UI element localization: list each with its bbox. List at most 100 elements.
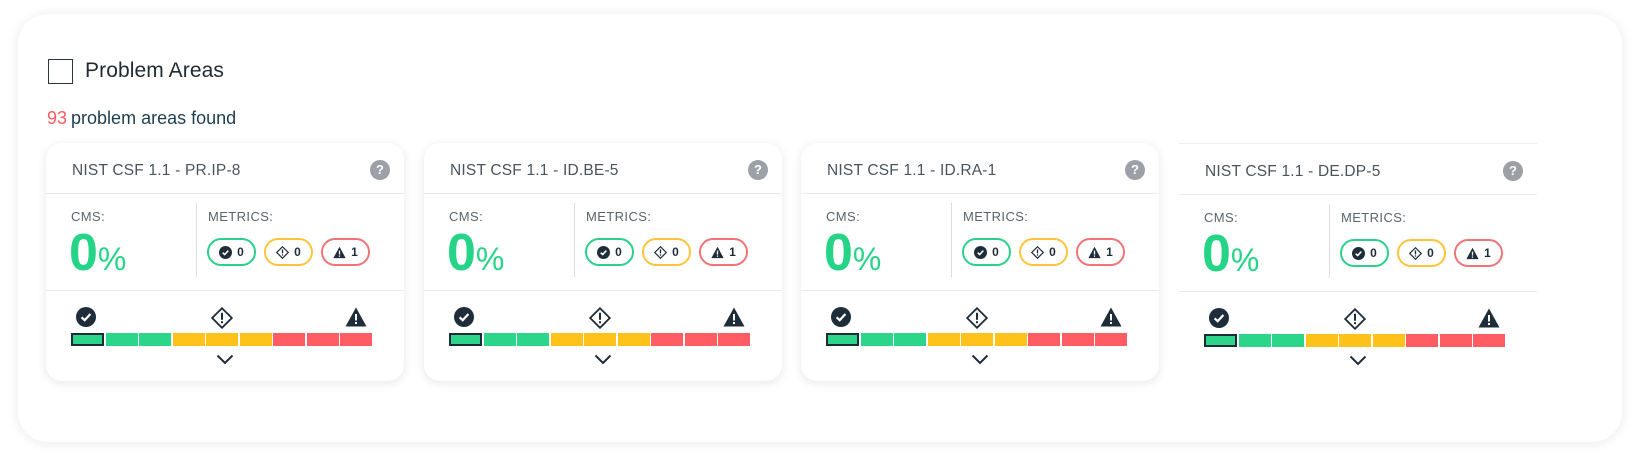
- metric-critical-pill[interactable]: 1: [699, 238, 748, 266]
- panel-title: Problem Areas: [85, 59, 225, 82]
- question-icon[interactable]: ?: [1503, 161, 1523, 181]
- diamond-exclamation-icon: [1031, 245, 1045, 259]
- check-circle-icon: [1209, 308, 1229, 328]
- divider: [1329, 204, 1330, 278]
- metric-ok-pill[interactable]: 0: [585, 238, 634, 266]
- score-segment: [718, 333, 750, 346]
- cms-label: CMS:: [71, 209, 106, 224]
- metric-critical-pill[interactable]: 1: [1076, 238, 1125, 266]
- score-segment: [1305, 334, 1338, 347]
- triangle-warning-icon: [1466, 247, 1479, 259]
- chevron-down-icon[interactable]: [216, 354, 234, 365]
- metric-critical-value: 1: [1106, 245, 1113, 259]
- check-circle-icon: [454, 307, 474, 327]
- cms-value: 0%: [824, 223, 881, 283]
- diamond-exclamation-icon: [1344, 308, 1366, 330]
- metrics-label: METRICS:: [586, 209, 652, 224]
- question-icon[interactable]: ?: [370, 160, 390, 180]
- score-bar: [1204, 334, 1507, 347]
- card-header: NIST CSF 1.1 - ID.RA-1 ?: [801, 143, 1159, 194]
- problem-count: 93: [47, 108, 68, 128]
- score-segment: [1339, 334, 1371, 347]
- card-title: NIST CSF 1.1 - DE.DP-5: [1205, 163, 1381, 180]
- metric-critical-pill[interactable]: 1: [1454, 239, 1503, 267]
- card-separator: [424, 290, 782, 291]
- diamond-exclamation-icon: [589, 307, 611, 329]
- score-segment: [273, 333, 305, 346]
- problem-count-summary: 93 problem areas found: [47, 108, 236, 129]
- score-segment: [1204, 334, 1237, 347]
- problem-card-3[interactable]: NIST CSF 1.1 - ID.RA-1 ? CMS: METRICS: 0…: [801, 143, 1159, 381]
- metric-warn-value: 0: [1427, 246, 1434, 260]
- cms-number: 0: [447, 224, 476, 282]
- diamond-exclamation-icon: [211, 307, 233, 329]
- card-separator: [46, 290, 404, 291]
- card-separator: [1179, 291, 1537, 292]
- score-segment: [306, 333, 339, 346]
- cms-percent: %: [97, 241, 127, 277]
- metric-warn-pill[interactable]: 0: [642, 238, 691, 266]
- metric-warn-value: 0: [294, 245, 301, 259]
- score-segment: [1272, 334, 1304, 347]
- metric-ok-pill[interactable]: 0: [962, 238, 1011, 266]
- score-segment: [105, 333, 138, 346]
- metrics-pills: 0 0 1: [1340, 239, 1511, 267]
- metric-ok-pill[interactable]: 0: [1340, 239, 1389, 267]
- triangle-warning-icon: [1478, 308, 1500, 328]
- triangle-warning-icon: [1100, 307, 1122, 327]
- problem-card-4[interactable]: NIST CSF 1.1 - DE.DP-5 ? CMS: METRICS: 0…: [1179, 143, 1537, 381]
- score-segment: [860, 333, 893, 346]
- metrics-pills: 0 0 1: [207, 238, 378, 266]
- metric-warn-pill[interactable]: 0: [264, 238, 313, 266]
- score-segment: [617, 333, 650, 346]
- metric-warn-pill[interactable]: 0: [1019, 238, 1068, 266]
- score-segment: [517, 333, 549, 346]
- card-header: NIST CSF 1.1 - DE.DP-5 ?: [1179, 144, 1537, 195]
- divider: [574, 203, 575, 277]
- cms-number: 0: [69, 224, 98, 282]
- cms-label: CMS:: [826, 209, 861, 224]
- card-header: NIST CSF 1.1 - ID.BE-5 ?: [424, 143, 782, 194]
- chevron-down-icon[interactable]: [594, 354, 612, 365]
- score-segment: [1028, 333, 1060, 346]
- score-segment: [550, 333, 583, 346]
- diamond-exclamation-icon: [276, 245, 290, 259]
- chevron-down-icon[interactable]: [971, 354, 989, 365]
- triangle-warning-icon: [333, 246, 346, 258]
- metric-ok-value: 0: [237, 245, 244, 259]
- select-all-checkbox[interactable]: [48, 58, 73, 84]
- metric-warn-pill[interactable]: 0: [1397, 239, 1446, 267]
- metric-warn-value: 0: [1049, 245, 1056, 259]
- problem-card-1[interactable]: NIST CSF 1.1 - PR.IP-8 ? CMS: METRICS: 0…: [46, 143, 404, 381]
- diamond-exclamation-icon: [1409, 246, 1423, 260]
- triangle-warning-icon: [711, 246, 724, 258]
- cms-percent: %: [1230, 242, 1260, 278]
- score-segment: [584, 333, 616, 346]
- triangle-warning-icon: [345, 307, 367, 327]
- metric-critical-value: 1: [729, 245, 736, 259]
- diamond-exclamation-icon: [654, 245, 668, 259]
- score-segment: [172, 333, 205, 346]
- problem-summary-text: problem areas found: [71, 108, 237, 128]
- card-separator: [801, 290, 1159, 291]
- cms-number: 0: [1202, 225, 1231, 283]
- metric-ok-value: 0: [615, 245, 622, 259]
- card-title: NIST CSF 1.1 - PR.IP-8: [72, 162, 241, 179]
- score-segment: [994, 333, 1027, 346]
- chevron-down-icon[interactable]: [1349, 355, 1367, 366]
- metric-critical-pill[interactable]: 1: [321, 238, 370, 266]
- triangle-warning-icon: [1088, 246, 1101, 258]
- question-icon[interactable]: ?: [748, 160, 768, 180]
- divider: [196, 203, 197, 277]
- score-segment: [1439, 334, 1472, 347]
- cms-value: 0%: [69, 223, 126, 283]
- score-segment: [71, 333, 104, 346]
- check-circle-icon: [76, 307, 96, 327]
- card-header: NIST CSF 1.1 - PR.IP-8 ?: [46, 143, 404, 194]
- score-bar: [71, 333, 374, 346]
- problem-card-2[interactable]: NIST CSF 1.1 - ID.BE-5 ? CMS: METRICS: 0…: [424, 143, 782, 381]
- check-circle-icon: [597, 245, 611, 259]
- question-icon[interactable]: ?: [1125, 160, 1145, 180]
- score-bar: [826, 333, 1129, 346]
- metric-ok-pill[interactable]: 0: [207, 238, 256, 266]
